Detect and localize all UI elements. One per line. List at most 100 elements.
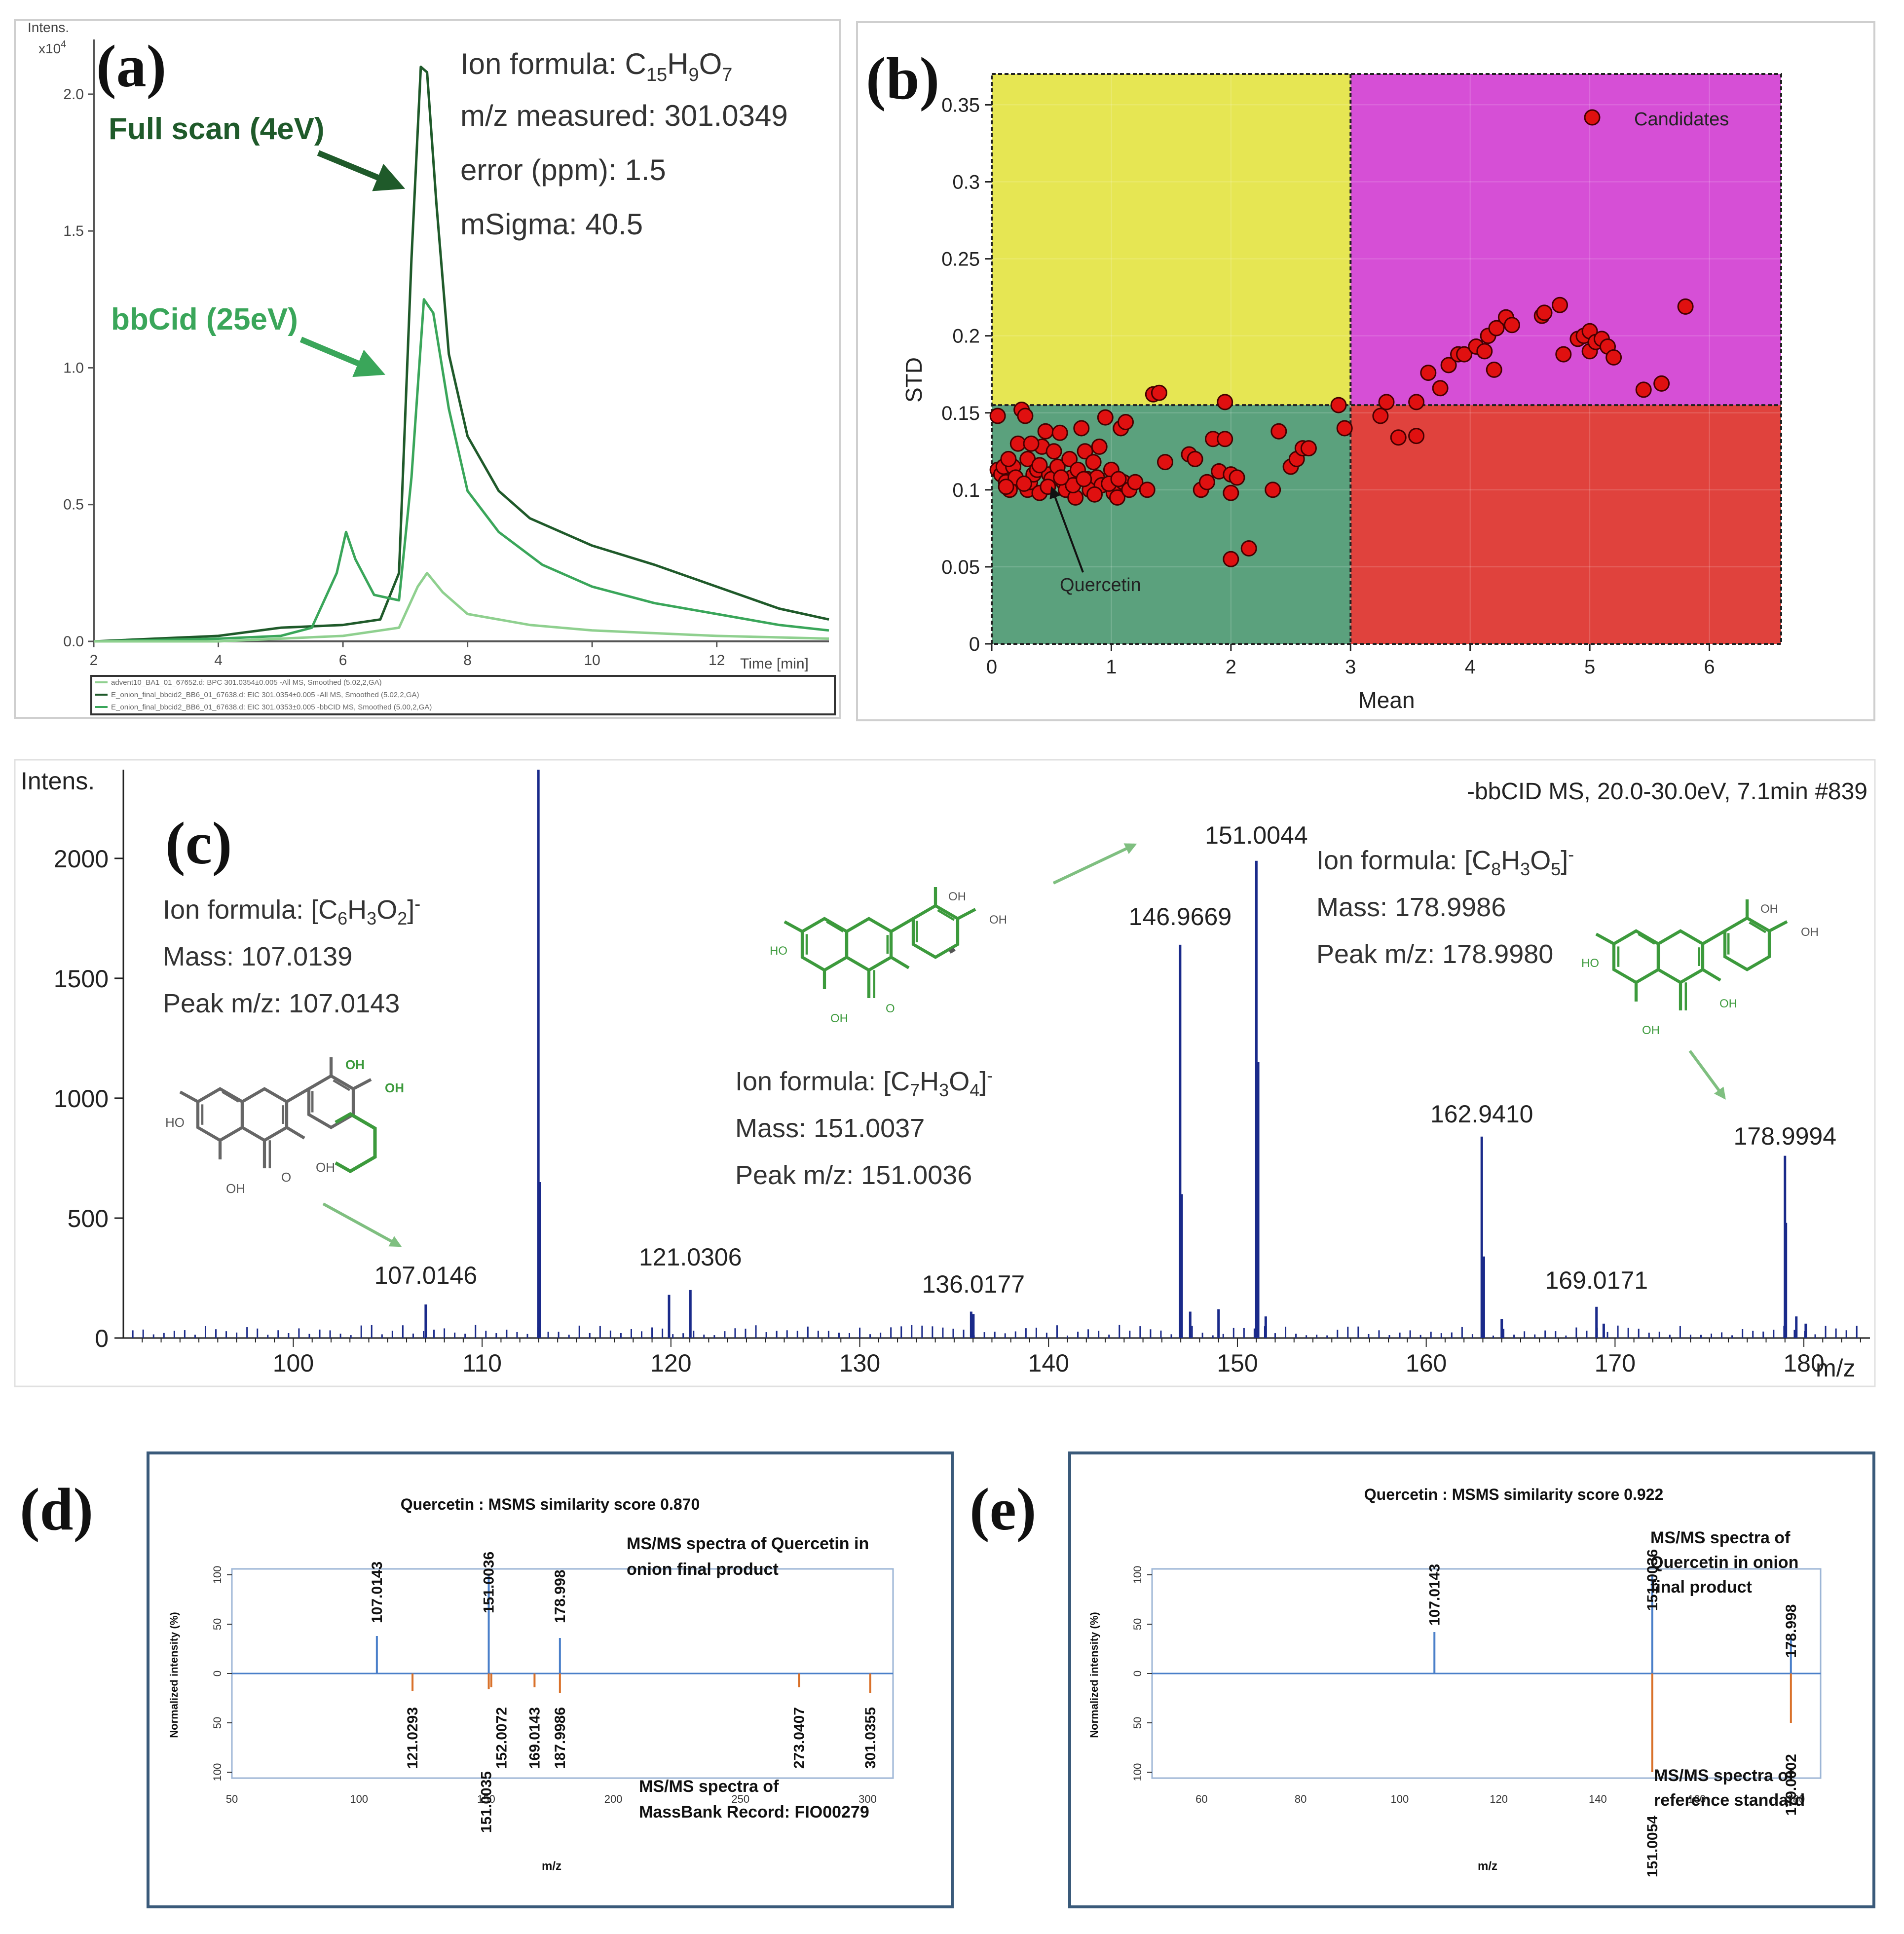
candidate-point xyxy=(998,479,1014,495)
svg-text:OH: OH xyxy=(1719,997,1737,1010)
panel-e-x-tick-label: 160 xyxy=(1688,1793,1706,1805)
panel-d-y-tick-label: 100 xyxy=(211,1763,224,1782)
panel-b-y-tick-label: 0.3 xyxy=(952,172,980,193)
candidate-point xyxy=(1051,424,1068,441)
candidate-point xyxy=(1229,469,1245,486)
panel-e-x-tick-label: 180 xyxy=(1787,1793,1805,1805)
candidate-point xyxy=(1378,394,1395,410)
panel-d: (d) Quercetin : MSMS similarity score 0.… xyxy=(20,1451,954,1908)
panel-d-letter: (d) xyxy=(20,1476,93,1543)
candidate-point xyxy=(1031,457,1048,474)
chromatogram-trace-1 xyxy=(93,66,829,643)
peak-label: 121.0306 xyxy=(639,1243,742,1271)
panel-e-peak-label: 179.0002 xyxy=(1783,1754,1799,1816)
candidate-point xyxy=(1127,474,1144,490)
panel-d-y-tick-label: 50 xyxy=(211,1717,224,1729)
ann1-ion-formula: Ion formula: [C6H3O2]- xyxy=(163,893,420,929)
panel-d-peak-label: 151.0035 xyxy=(478,1771,494,1833)
arrow-179 xyxy=(1688,1050,1726,1100)
svg-text:OH: OH xyxy=(385,1080,404,1095)
panel-c-x-tick-label: 150 xyxy=(1217,1349,1258,1377)
panel-d-x-label: m/z xyxy=(542,1860,561,1873)
panel-a-legend-1: advent10_BA1_01_67652.d: BPC 301.0354±0.… xyxy=(111,678,382,687)
panel-d-x-tick-label: 300 xyxy=(859,1793,877,1805)
svg-text:OH: OH xyxy=(1760,902,1778,916)
panel-b-x-tick-label: 1 xyxy=(1106,656,1117,678)
svg-text:OH: OH xyxy=(830,1012,848,1025)
panel-d-x-tick-label: 50 xyxy=(226,1793,238,1805)
quercetin-annotation: Quercetin xyxy=(1060,575,1141,595)
panel-c-y-tick-label: 1000 xyxy=(54,1085,109,1113)
bbcid-arrow xyxy=(299,336,386,377)
candidate-point xyxy=(1677,298,1694,315)
panel-a-x-tick-label: 12 xyxy=(709,652,725,669)
candidate-point xyxy=(1223,484,1239,501)
candidate-point xyxy=(1091,438,1108,455)
candidate-point xyxy=(1504,317,1520,334)
svg-text:HO: HO xyxy=(770,944,787,958)
panel-c-x-tick-label: 180 xyxy=(1783,1349,1824,1377)
panel-d-top-legend-1: MS/MS spectra of Quercetin in xyxy=(627,1534,869,1553)
svg-text:OH: OH xyxy=(1801,926,1819,939)
panel-e-title: Quercetin : MSMS similarity score 0.922 xyxy=(1364,1486,1663,1503)
panel-d-y-label: Normalized intensity (%) xyxy=(168,1612,180,1738)
panel-a-x-tick-label: 2 xyxy=(90,652,98,669)
svg-text:O: O xyxy=(886,1002,895,1015)
panel-a-y-tick-label: 1.5 xyxy=(63,223,84,239)
candidate-point xyxy=(1017,408,1034,424)
panel-a-x-tick-label: 10 xyxy=(584,652,600,669)
candidate-point xyxy=(1157,454,1173,471)
panel-b-x-tick-label: 6 xyxy=(1704,656,1715,678)
panel-c-y-tick-label: 1500 xyxy=(54,965,109,993)
candidate-point xyxy=(1372,408,1389,424)
panel-c-y-tick-label: 0 xyxy=(95,1325,109,1352)
panel-a-y-tick-label: 0.5 xyxy=(63,497,84,513)
candidate-point xyxy=(1653,375,1670,392)
svg-text:HO: HO xyxy=(165,1115,185,1130)
candidate-point xyxy=(1555,346,1572,363)
panel-c-y-tick-label: 500 xyxy=(68,1205,109,1232)
panel-d-title: Quercetin : MSMS similarity score 0.870 xyxy=(401,1495,700,1513)
panel-e-peak-label: 107.0143 xyxy=(1426,1564,1443,1626)
candidate-point xyxy=(1300,440,1317,457)
candidate-point xyxy=(1023,435,1040,452)
panel-d-peak-label: 169.0143 xyxy=(526,1707,543,1769)
chromatogram-trace-3 xyxy=(94,571,829,643)
candidate-point xyxy=(1139,482,1156,498)
panel-c-header: -bbCID MS, 20.0-30.0eV, 7.1min #839 xyxy=(1467,779,1867,805)
full-scan-label: Full scan (4eV) xyxy=(109,112,325,146)
panel-d-peak-label: 187.9986 xyxy=(552,1707,568,1769)
panel-e-y-tick-label: 0 xyxy=(1131,1671,1144,1676)
panel-b: 0 1 2 3 4 5 6 0 0.05 0.1 0.15 0.2 0.25 0.3 0.35 (b) ST… xyxy=(856,21,1875,721)
candidate-point xyxy=(1016,475,1032,492)
candidate-point xyxy=(1408,428,1425,445)
panel-e-letter: (e) xyxy=(970,1476,1036,1543)
ann1-peak: Peak m/z: 107.0143 xyxy=(163,989,400,1018)
panel-a-x-tick-label: 6 xyxy=(339,652,347,669)
panel-a-legend-3: E_onion_final_bbcid2_BB6_01_67638.d: EIC… xyxy=(111,703,432,711)
panel-e-y-tick-label: 50 xyxy=(1131,1618,1144,1630)
panel-a-msigma: mSigma: 40.5 xyxy=(460,208,643,241)
chromatogram-trace-2 xyxy=(93,298,829,643)
quadrant-high-mean-low-std xyxy=(1350,405,1781,644)
candidates-legend-label: Candidates xyxy=(1634,109,1729,130)
panel-b-y-tick-label: 0.35 xyxy=(941,94,980,116)
panel-b-x-tick-label: 4 xyxy=(1465,656,1476,678)
svg-text:OH: OH xyxy=(1642,1024,1660,1037)
candidate-point xyxy=(1109,489,1125,506)
structure-green-right: OH OH HO OH OH xyxy=(1581,899,1819,1037)
bbcid-label: bbCid (25eV) xyxy=(111,302,298,336)
candidate-point xyxy=(1061,450,1078,467)
candidate-point xyxy=(1187,450,1203,467)
panel-b-frame xyxy=(991,73,1782,645)
panel-b-y-tick-label: 0.05 xyxy=(941,557,980,578)
panel-e-bottom-legend-2: reference standard xyxy=(1654,1791,1805,1810)
panel-c-letter: (c) xyxy=(165,810,232,877)
panel-c-y-tick-label: 2000 xyxy=(54,845,109,873)
candidate-point xyxy=(1223,551,1239,567)
svg-text:HO: HO xyxy=(1581,957,1599,970)
panel-d-peak-label: 107.0143 xyxy=(369,1562,385,1623)
panel-d-x-tick-label: 250 xyxy=(731,1793,749,1805)
panel-a-y-tick-label: 2.0 xyxy=(63,86,84,103)
